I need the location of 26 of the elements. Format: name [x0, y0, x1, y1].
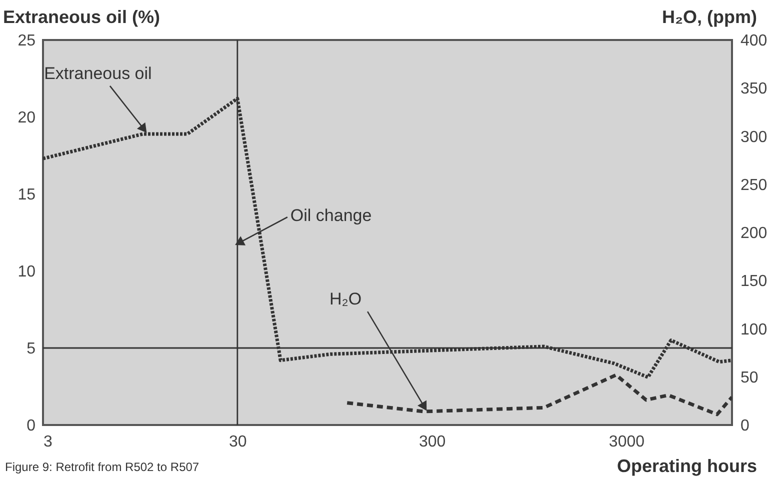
y-tick-label: 20: [18, 110, 36, 126]
ref-line-label: Oil change: [290, 206, 372, 226]
text: H₂O: [329, 290, 362, 309]
y2-tick-label: 300: [740, 128, 768, 146]
y2-tick-label: 0: [740, 418, 750, 434]
y2-tick-label: 50: [740, 369, 758, 386]
y2-tick-label: 150: [740, 273, 768, 290]
x-tick-label: 3: [44, 434, 52, 450]
y2-tick-label: 100: [740, 321, 768, 338]
y2-axis-title: H₂O, (ppm): [662, 7, 758, 27]
y-tick-label: 25: [18, 32, 36, 50]
y-tick-label: 10: [18, 264, 36, 280]
y-tick-label: 0: [26, 418, 36, 434]
x-tick-label: 300: [418, 434, 446, 450]
x-tick-label: 30: [229, 434, 247, 450]
text: Extraneous oil: [44, 64, 152, 83]
y-tick-label: 5: [26, 340, 36, 358]
y2-tick-label: 250: [740, 176, 768, 194]
caption: Figure 9: Retrofit from R502 to R507: [5, 460, 200, 474]
x-tick-label: 3000: [608, 434, 645, 450]
y2-tick-label: 400: [740, 32, 768, 50]
y-axis-title: Extraneous oil (%): [3, 7, 160, 27]
x-axis-title: Operating hours: [616, 456, 757, 476]
y-tick-label: 15: [18, 186, 36, 204]
y2-tick-label: 350: [740, 80, 768, 98]
y2-tick-label: 200: [740, 225, 768, 242]
